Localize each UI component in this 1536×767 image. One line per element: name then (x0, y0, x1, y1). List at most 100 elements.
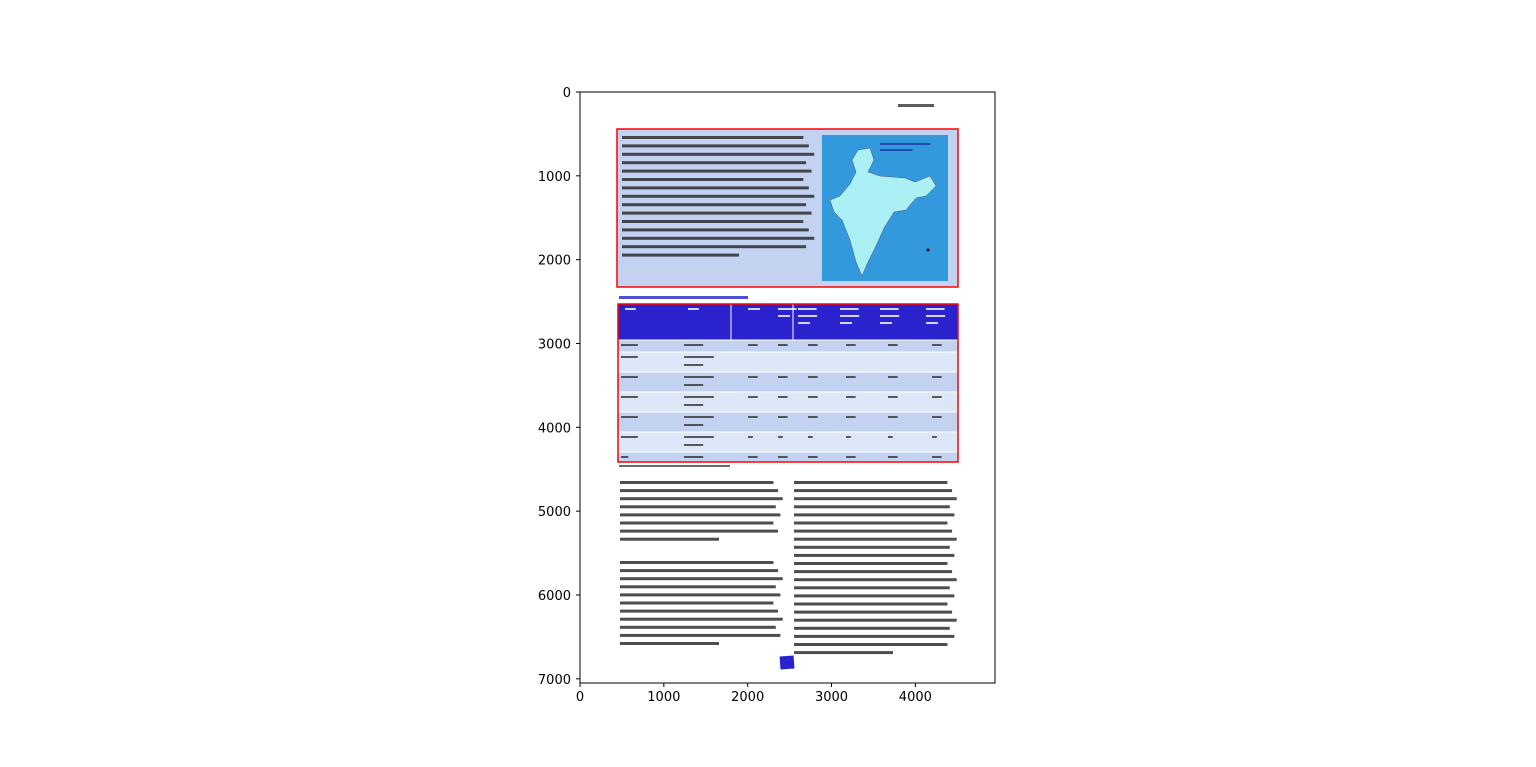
table-footnote (619, 465, 730, 467)
body-text-line (794, 545, 950, 549)
body-text-line (620, 593, 781, 597)
table-cell-text (778, 344, 788, 346)
panel-text-line (622, 245, 807, 249)
body-text-line (794, 618, 957, 622)
body-text-line (620, 489, 779, 493)
table-row (618, 392, 958, 412)
x-tick-label: 2000 (731, 690, 764, 705)
y-tick-label: 4000 (538, 421, 571, 436)
body-text-line (794, 497, 957, 501)
table-cell-text (846, 344, 856, 346)
table-row (618, 372, 958, 392)
table-cell-text (846, 396, 856, 398)
body-text-line (794, 521, 948, 525)
panel-text-line (622, 194, 815, 198)
table-cell-text (684, 384, 704, 386)
panel-text-line (622, 203, 807, 207)
body-text-line (794, 513, 955, 517)
body-text-line (620, 585, 776, 589)
body-text-line (794, 651, 893, 655)
table-row (618, 412, 958, 432)
table-cell-text (888, 344, 898, 346)
panel-text-line (622, 228, 809, 232)
body-text-line (794, 505, 950, 509)
table-header-text (880, 322, 892, 324)
map-legend-text (880, 149, 913, 151)
panel-text-line (622, 211, 812, 215)
table-cell-text (684, 404, 704, 406)
table-cell-text (748, 344, 758, 346)
table-header-text (926, 322, 938, 324)
table-cell-text (684, 456, 704, 458)
table-header-text (880, 308, 899, 310)
body-text-line (794, 634, 955, 638)
panel-text-line (622, 152, 815, 156)
table-header-text (840, 315, 860, 317)
table-cell-text (808, 456, 818, 458)
body-text-line (794, 643, 948, 646)
body-text-line (620, 505, 776, 509)
panel-text-line (622, 136, 804, 139)
x-tick-label: 1000 (647, 690, 680, 705)
table-cell-text (888, 376, 898, 378)
table-cell-text (808, 396, 818, 398)
table-header-text (926, 308, 945, 310)
x-tick-label: 3000 (815, 690, 848, 705)
body-text-line (620, 609, 779, 613)
table-cell-text (778, 436, 783, 438)
table-cell-text (888, 436, 893, 438)
body-text-line (794, 602, 948, 606)
table-cell-text (846, 376, 856, 378)
table-highlight-box (617, 303, 959, 463)
table-cell-text (684, 364, 704, 366)
panel-text-line (622, 144, 809, 148)
panel-text-line (622, 169, 812, 173)
x-axis: 0 1000 2000 3000 4000 (576, 683, 932, 705)
table-cell-text (932, 416, 942, 418)
body-text-line (794, 586, 950, 590)
table-header-text (840, 308, 859, 310)
table-cell-text (932, 396, 942, 398)
panel-text-line (622, 178, 804, 181)
table-header-text (840, 322, 852, 324)
body-text-line (620, 642, 719, 645)
table-row (618, 352, 958, 372)
y-tick-label: 3000 (538, 337, 571, 352)
body-text-line (620, 497, 783, 501)
table-cell-text (621, 416, 638, 418)
table-cell-text (778, 396, 788, 398)
table-cell-text (846, 416, 856, 418)
table-header-text (798, 322, 810, 324)
body-text-line (794, 481, 948, 484)
table-cell-text (621, 436, 638, 438)
table-cell-text (684, 396, 714, 398)
body-text-line (620, 569, 779, 573)
table-cell-text (748, 416, 758, 418)
table-cell-text (684, 344, 704, 346)
table-cell-text (778, 376, 788, 378)
panel-text-line (622, 236, 815, 240)
table-header-text (688, 308, 699, 310)
running-header (898, 104, 934, 107)
table-cell-text (684, 444, 704, 446)
body-text-line (620, 577, 783, 581)
table-cell-text (748, 456, 758, 458)
table-header-text (798, 308, 817, 310)
table-cell-text (621, 396, 638, 398)
y-tick-label: 5000 (538, 505, 571, 520)
page-number-badge (779, 655, 795, 670)
table-cell-text (808, 436, 813, 438)
table-header-text (798, 315, 818, 317)
table-header-text (880, 315, 900, 317)
table-cell-text (808, 344, 818, 346)
body-text-line (620, 617, 783, 621)
table-cell-text (888, 456, 898, 458)
table-cell-text (808, 376, 818, 378)
table-cell-text (932, 456, 942, 458)
body-text-line (794, 529, 953, 533)
table-cell-text (621, 356, 638, 358)
table-cell-text (684, 424, 704, 426)
table-cell-text (684, 356, 714, 358)
y-tick-label: 1000 (538, 170, 571, 185)
body-text-line (620, 633, 781, 637)
